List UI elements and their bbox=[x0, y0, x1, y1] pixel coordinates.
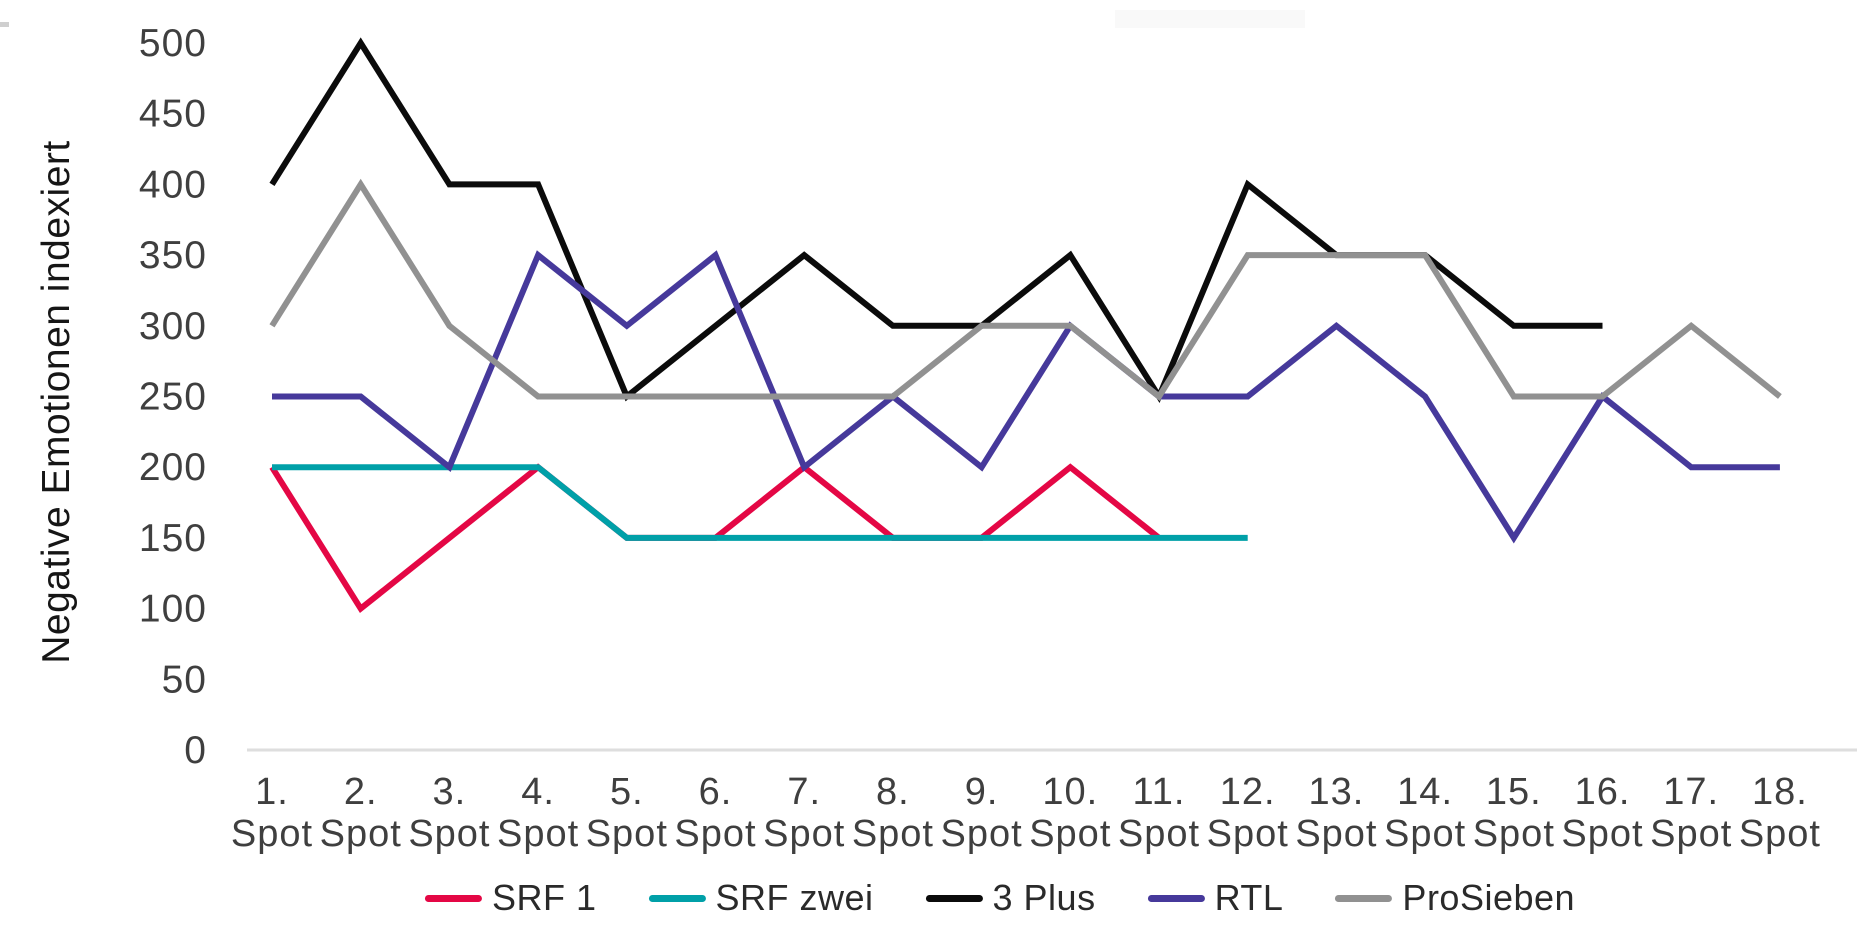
x-tick-number-11: 11. bbox=[1132, 771, 1185, 813]
legend-item-srf-zwei: SRF zwei bbox=[648, 877, 873, 919]
x-tick-number-18: 18. bbox=[1752, 771, 1808, 813]
x-tick-number-14: 14. bbox=[1397, 771, 1453, 813]
y-tick-label-500: 500 bbox=[139, 22, 207, 65]
x-tick-word-9: Spot bbox=[941, 813, 1023, 855]
x-tick-number-7: 7. bbox=[787, 771, 821, 813]
x-tick-word-2: Spot bbox=[320, 813, 402, 855]
x-tick-number-8: 8. bbox=[876, 771, 910, 813]
x-tick-word-17: Spot bbox=[1650, 813, 1732, 855]
watermark-remnant bbox=[1115, 10, 1305, 28]
x-tick-number-15: 15. bbox=[1486, 771, 1542, 813]
x-tick-word-3: Spot bbox=[408, 813, 490, 855]
legend-item-rtl: RTL bbox=[1147, 877, 1284, 919]
x-tick-number-5: 5. bbox=[610, 771, 644, 813]
y-tick-label-50: 50 bbox=[162, 658, 207, 701]
y-tick-label-250: 250 bbox=[139, 376, 207, 419]
x-tick-number-13: 13. bbox=[1308, 771, 1364, 813]
x-tick-number-6: 6. bbox=[699, 771, 733, 813]
legend-label-rtl: RTL bbox=[1214, 877, 1284, 918]
y-tick-label-400: 400 bbox=[139, 163, 207, 206]
x-tick-word-18: Spot bbox=[1739, 813, 1821, 855]
y-tick-label-200: 200 bbox=[139, 446, 207, 489]
y-tick-label-300: 300 bbox=[139, 305, 207, 348]
x-tick-word-13: Spot bbox=[1295, 813, 1377, 855]
x-tick-word-16: Spot bbox=[1561, 813, 1643, 855]
legend-label-prosieben: ProSieben bbox=[1402, 877, 1576, 918]
legend-item-srf-1: SRF 1 bbox=[424, 877, 597, 919]
x-tick-number-1: 1. bbox=[255, 771, 289, 813]
x-tick-number-9: 9. bbox=[965, 771, 999, 813]
x-tick-word-11: Spot bbox=[1118, 813, 1200, 855]
legend-item-3-plus: 3 Plus bbox=[925, 877, 1096, 919]
x-tick-number-2: 2. bbox=[344, 771, 378, 813]
x-tick-word-5: Spot bbox=[586, 813, 668, 855]
x-tick-word-8: Spot bbox=[852, 813, 934, 855]
series-line-rtl bbox=[272, 250, 1780, 544]
x-tick-word-10: Spot bbox=[1029, 813, 1111, 855]
y-tick-label-450: 450 bbox=[139, 93, 207, 136]
legend-label-3-plus: 3 Plus bbox=[992, 877, 1096, 918]
y-tick-label-100: 100 bbox=[139, 588, 207, 631]
x-tick-word-15: Spot bbox=[1473, 813, 1555, 855]
legend-swatch-rtl bbox=[1147, 894, 1205, 902]
legend: SRF 1 SRF zwei 3 Plus RTL ProSieben bbox=[424, 877, 1575, 919]
y-tick-label-350: 350 bbox=[139, 234, 207, 277]
x-tick-number-10: 10. bbox=[1042, 771, 1098, 813]
legend-swatch-prosieben bbox=[1335, 894, 1393, 902]
y-tick-label-150: 150 bbox=[139, 517, 207, 560]
legend-label-srf-zwei: SRF zwei bbox=[715, 877, 874, 918]
series-line-srf-zwei bbox=[272, 464, 1248, 541]
x-tick-word-1: Spot bbox=[231, 813, 313, 855]
y-tick-label-0: 0 bbox=[184, 729, 207, 772]
x-tick-number-16: 16. bbox=[1575, 771, 1631, 813]
x-tick-word-12: Spot bbox=[1207, 813, 1289, 855]
x-tick-number-12: 12. bbox=[1220, 771, 1276, 813]
legend-label-srf-1: SRF 1 bbox=[491, 877, 597, 918]
x-tick-word-4: Spot bbox=[497, 813, 579, 855]
x-tick-word-7: Spot bbox=[763, 813, 845, 855]
x-tick-number-4: 4. bbox=[521, 771, 555, 813]
legend-swatch-3-plus bbox=[925, 894, 983, 902]
x-tick-number-3: 3. bbox=[433, 771, 467, 813]
edge-artifact bbox=[0, 22, 9, 27]
legend-swatch-srf-zwei bbox=[648, 894, 706, 902]
x-tick-word-14: Spot bbox=[1384, 813, 1466, 855]
x-tick-word-6: Spot bbox=[674, 813, 756, 855]
series-line-prosieben bbox=[269, 178, 1782, 401]
legend-swatch-srf-1 bbox=[424, 894, 482, 902]
legend-item-prosieben: ProSieben bbox=[1335, 877, 1575, 919]
x-tick-number-17: 17. bbox=[1663, 771, 1719, 813]
